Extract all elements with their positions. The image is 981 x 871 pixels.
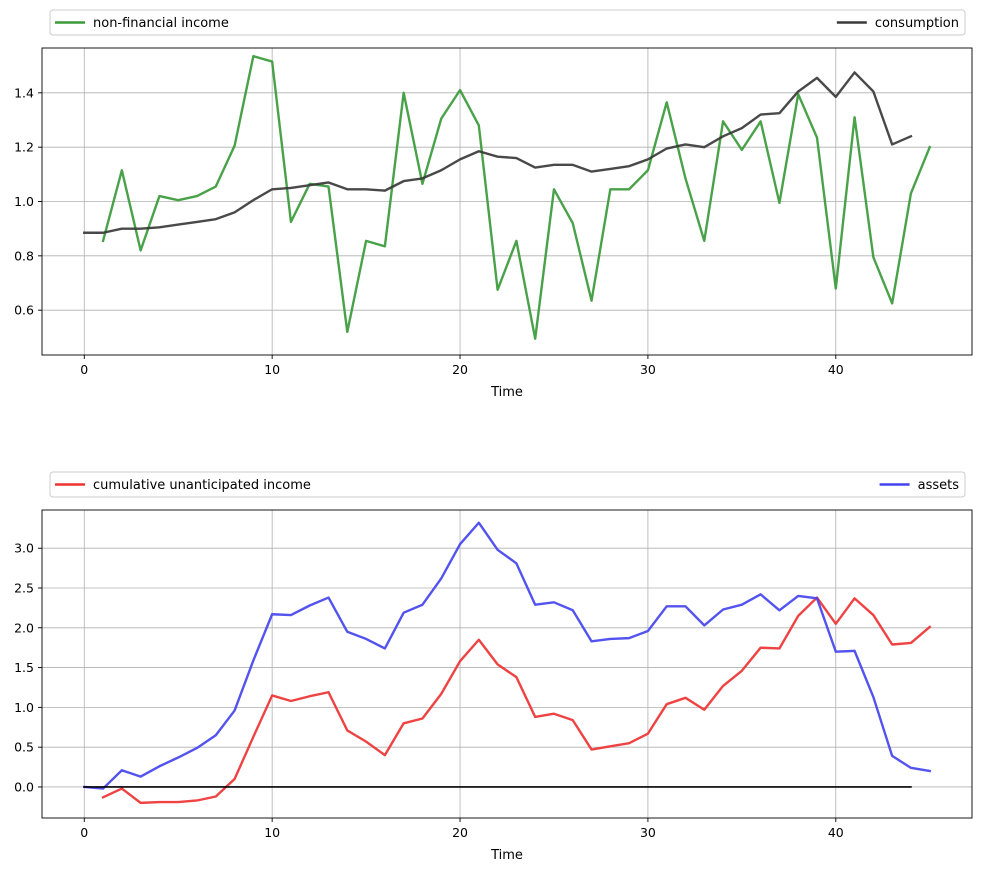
legend-frame [49,9,966,36]
x-tick-label: 20 [452,362,468,377]
series-line-non-financial-income [101,54,932,340]
legend: cumulative unanticipated income assets [49,471,966,498]
y-tick-label: 2.0 [14,620,34,635]
legend-entry-label: consumption [875,16,959,31]
x-tick-label: 10 [264,825,280,840]
x-tick-label: 30 [640,825,656,840]
y-tick-label: 0.8 [14,248,34,263]
legend-frame [49,471,966,498]
y-tick-label: 1.2 [14,140,34,155]
y-tick-label: 1.4 [14,85,34,100]
y-tick-label: 2.5 [14,580,34,595]
y-tick-label: 0.6 [14,303,34,318]
x-tick-label: 20 [452,825,468,840]
x-tick-label: 0 [80,825,88,840]
x-tick-label: 40 [828,362,844,377]
x-tick-label: 0 [80,362,88,377]
y-tick-label: 1.0 [14,700,34,715]
legend-entry-label: assets [918,478,960,493]
y-tick-label: 0.0 [14,779,34,794]
y-tick-label: 3.0 [14,541,34,556]
x-axis-label: Time [490,385,523,400]
legend: non-financial income consumption [49,9,966,36]
chart-1: 0 10 20 30 40 0.6 0.8 1.0 1.2 1.4 Time non-financia… [14,9,973,400]
chart-2: 0 10 20 30 40 0.0 0.5 1.0 1.5 2.0 2.5 3.0 Time cumula… [14,471,973,863]
y-tick-label: 1.5 [14,660,34,675]
legend-entry-label: non-financial income [93,16,229,31]
series-line-cumulative-unanticipated-income [101,596,932,805]
x-axis-label: Time [490,848,523,863]
y-tick-label: 0.5 [14,740,34,755]
x-tick-label: 30 [640,362,656,377]
plot-frame [41,509,973,819]
legend-entry-label: cumulative unanticipated income [93,478,311,493]
x-tick-label: 10 [264,362,280,377]
x-tick-label: 40 [828,825,844,840]
series-line-assets [82,521,932,790]
y-tick-label: 1.0 [14,194,34,209]
series-line-consumption [83,71,913,234]
